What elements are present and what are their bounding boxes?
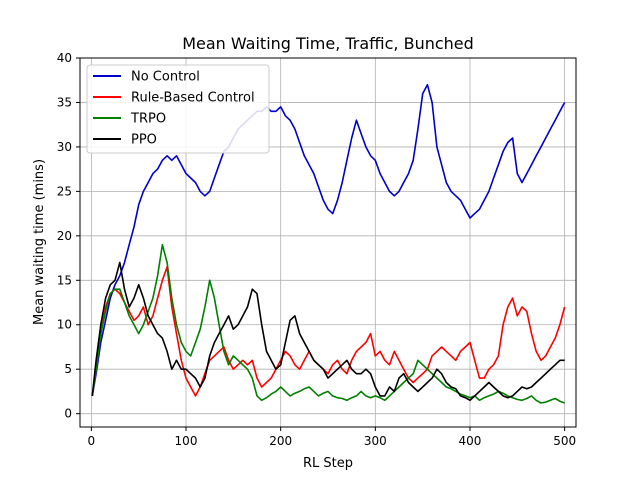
- y-axis-ticks: 0 5 10 15 20 25 30 35 40: [57, 51, 80, 421]
- x-axis-label: RL Step: [303, 456, 353, 471]
- y-tick-label: 15: [57, 273, 72, 287]
- y-tick-label: 10: [57, 318, 72, 332]
- x-tick-label: 200: [269, 434, 292, 448]
- y-tick-label: 30: [57, 140, 72, 154]
- series-lines: [91, 83, 566, 404]
- y-tick-label: 20: [57, 229, 72, 243]
- y-axis-label: Mean waiting time (mins): [32, 159, 47, 325]
- y-tick-label: 35: [57, 95, 72, 109]
- plot-area-frame: [79, 57, 577, 428]
- legend: No Control Rule-Based Control TRPO PPO: [86, 64, 270, 154]
- chart-title: Mean Waiting Time, Traffic, Bunched: [182, 34, 474, 53]
- x-tick-label: 0: [88, 434, 96, 448]
- x-tick-label: 300: [364, 434, 387, 448]
- x-axis-ticks: 0 100 200 300 400 500: [88, 427, 576, 448]
- x-tick-label: 500: [553, 434, 576, 448]
- legend-label-rule-based-control: Rule-Based Control: [131, 91, 255, 106]
- legend-label-ppo: PPO: [131, 133, 157, 148]
- series-line-ppo: [91, 261, 565, 402]
- legend-label-no-control: No Control: [131, 70, 200, 85]
- series-line-no-control: [91, 83, 566, 397]
- series-line-trpo: [91, 243, 565, 404]
- y-tick-label: 0: [64, 407, 72, 421]
- y-tick-label: 5: [64, 362, 72, 376]
- x-tick-label: 100: [175, 434, 198, 448]
- y-tick-label: 25: [57, 184, 72, 198]
- x-tick-label: 400: [459, 434, 482, 448]
- legend-box: [86, 64, 270, 154]
- grid-lines: [80, 57, 576, 427]
- legend-label-trpo: TRPO: [130, 112, 166, 127]
- series-line-rule-based-control: [91, 266, 566, 397]
- y-tick-label: 40: [57, 51, 72, 65]
